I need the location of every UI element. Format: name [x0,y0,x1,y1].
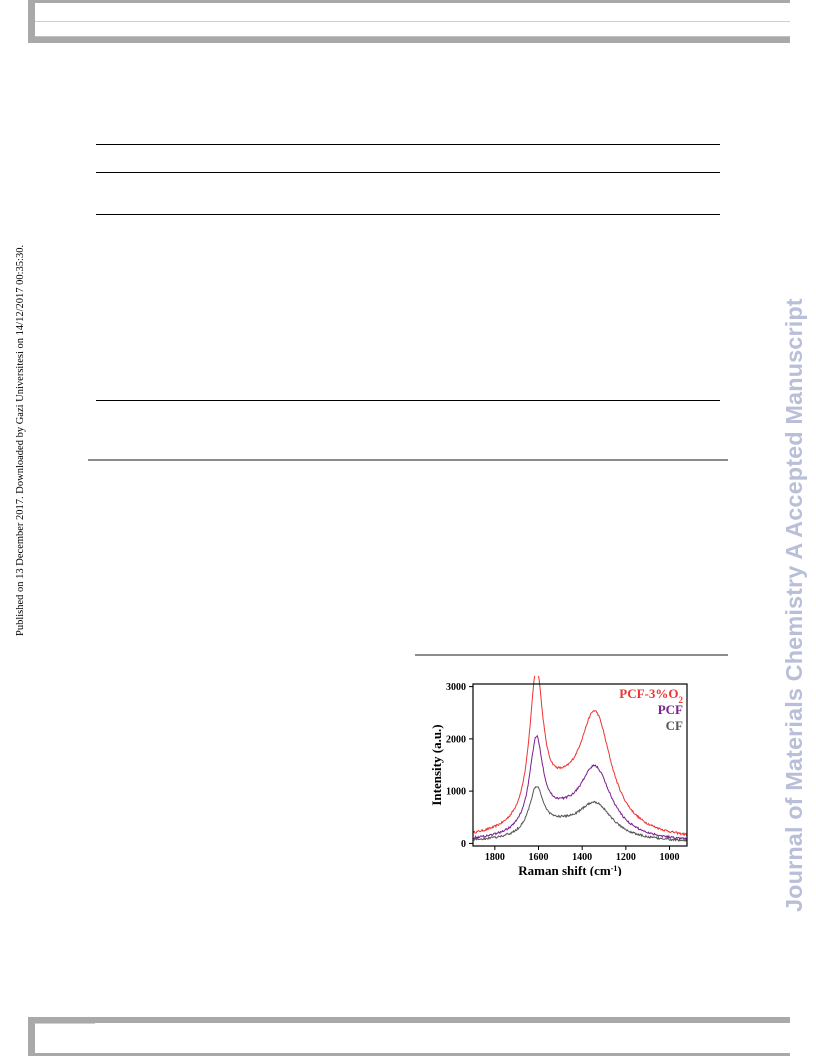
table-header-rule [96,172,720,173]
y-tick-label-1: 1000 [446,787,466,798]
series-line-1 [472,734,687,841]
raman-figure: 0 1000 2000 3000 1800 1600 1400 1200 1000 PCF-3%… [424,676,694,876]
x-tick-label-2: 1400 [572,852,592,863]
series-line-2 [472,785,688,843]
x-tick-label-0: 1800 [485,852,505,863]
y-tick-label-0: 0 [461,839,466,850]
legend-entry-2: CF [666,718,683,733]
legend-entry-1: PCF [658,702,683,717]
page-footer-bar [28,1017,790,1056]
y-tick-label-2: 2000 [446,734,466,745]
figure-top-divider [415,654,728,656]
x-axis-label-suffix: ) [617,863,621,876]
legend-entry-subscript-0: 2 [679,695,684,705]
legend-entry-text-0: PCF-3%O [619,686,678,701]
page-footer-line [35,1023,95,1024]
x-tick-label-1: 1600 [529,852,549,863]
journal-watermark: Journal of Materials Chemistry A Accepte… [781,298,807,912]
legend-entry-text-2: CF [666,718,683,733]
series-group [472,676,688,843]
page-header-bar [28,0,790,43]
page-header-inner [35,3,790,37]
x-axis-label-text: Raman shift (cm [518,863,611,876]
x-axis-label: Raman shift (cm-1) [518,863,621,876]
table-bottom-rule [96,400,720,401]
tick-group: 0 1000 2000 3000 1800 1600 1400 1200 1000 [446,682,680,863]
publication-side-note: Published on 13 December 2017. Downloade… [15,244,26,636]
x-tick-label-4: 1000 [660,852,680,863]
x-axis-label-superscript: -1 [611,864,618,873]
section-divider [88,459,728,461]
raman-chart: 0 1000 2000 3000 1800 1600 1400 1200 1000 PCF-3%… [429,676,688,876]
page-header-line [35,21,790,22]
legend-entry-text-1: PCF [658,702,683,717]
legend-entry-0: PCF-3%O2 [619,686,683,705]
series-line-0 [472,676,688,837]
plot-frame [472,683,688,847]
x-tick-label-3: 1200 [616,852,636,863]
table-top-rule [96,144,720,145]
y-tick-label-3: 3000 [446,682,466,693]
page-footer-inner [35,1023,790,1053]
table-body-rule [96,214,720,215]
y-axis-label: Intensity (a.u.) [429,724,444,805]
